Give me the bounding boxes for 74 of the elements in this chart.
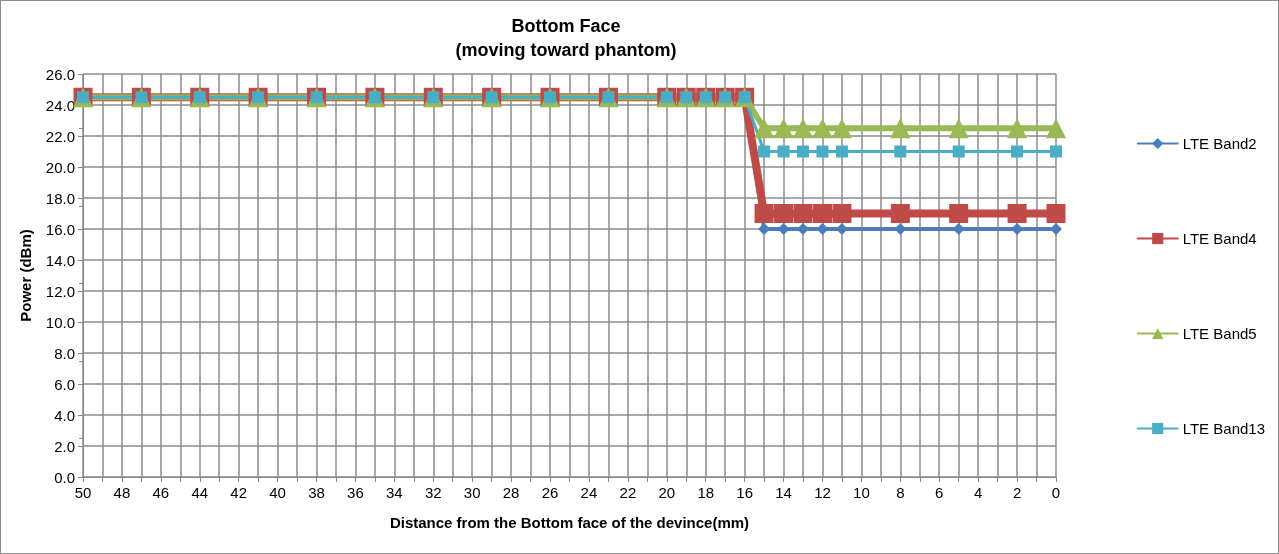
- y-tick-label: 6.0: [54, 375, 75, 393]
- x-tick-label: 30: [463, 484, 481, 501]
- point: [894, 145, 907, 158]
- y-tick-label: 14.0: [45, 251, 75, 269]
- x-tick-label: 32: [424, 484, 442, 501]
- y-tick-label: 18.0: [45, 189, 75, 207]
- x-tick-label: 38: [308, 484, 325, 501]
- point: [1007, 204, 1027, 223]
- point: [952, 145, 965, 158]
- x-tick-label: 0: [1051, 484, 1061, 501]
- point: [793, 118, 814, 139]
- x-tick-label: 36: [347, 484, 364, 501]
- x-tick-label: 6: [935, 484, 944, 501]
- point: [777, 145, 790, 158]
- point: [835, 145, 848, 158]
- legend-label: LTE Band5: [1182, 325, 1257, 342]
- x-tick-label: 44: [191, 484, 209, 501]
- legend-label: LTE Band13: [1182, 420, 1265, 437]
- x-tick-label: 50: [74, 484, 92, 501]
- x-tick-label: 16: [736, 484, 753, 501]
- x-tick-label: 48: [113, 484, 131, 501]
- point: [948, 118, 969, 139]
- x-tick-label: 42: [230, 484, 248, 501]
- y-tick-label: 22.0: [45, 127, 75, 145]
- y-tick-label: 24.0: [45, 96, 75, 114]
- point: [832, 204, 852, 223]
- point: [1046, 118, 1066, 139]
- point: [754, 118, 775, 139]
- x-axis-title: Distance from the Bottom face of the devince(mm): [389, 514, 750, 531]
- y-tick-label: 4.0: [54, 406, 75, 424]
- point: [797, 145, 810, 158]
- point: [758, 145, 771, 158]
- x-tick-label: 2: [1012, 484, 1022, 501]
- x-tick-label: 20: [658, 484, 676, 501]
- point: [1011, 145, 1024, 158]
- x-tick-label: 4: [973, 484, 983, 501]
- point: [1046, 204, 1066, 223]
- point: [1050, 145, 1062, 158]
- y-tick-label: 20.0: [45, 158, 75, 176]
- point: [1007, 118, 1028, 139]
- chart-title: Bottom Face (moving toward phantom): [455, 16, 677, 60]
- x-tick-label: 22: [619, 484, 637, 501]
- y-tick-label: 0.0: [54, 468, 75, 486]
- point: [812, 118, 833, 139]
- x-tick-label: 34: [386, 484, 403, 501]
- x-tick-label: 26: [541, 484, 559, 501]
- point: [890, 118, 911, 139]
- x-tick-label: 24: [580, 484, 598, 501]
- y-tick-label: 12.0: [45, 282, 75, 300]
- point: [816, 145, 829, 158]
- point: [754, 204, 774, 223]
- x-tick-label: 8: [896, 484, 905, 501]
- y-tick-label: 8.0: [54, 344, 75, 362]
- x-tick-label: 10: [853, 484, 870, 501]
- y-tick-label: 16.0: [45, 220, 75, 238]
- x-tick-label: 18: [697, 484, 715, 501]
- x-tick-label: 12: [814, 484, 831, 501]
- y-tick-label: 26.0: [45, 65, 75, 83]
- point: [812, 204, 832, 223]
- point: [774, 204, 794, 223]
- point: [890, 204, 910, 223]
- x-tick-label: 40: [269, 484, 286, 501]
- point: [773, 118, 794, 139]
- x-tick-label: 46: [152, 484, 170, 501]
- point: [793, 204, 813, 223]
- x-tick-label: 14: [775, 484, 792, 501]
- point: [949, 204, 969, 223]
- y-tick-label: 10.0: [45, 313, 75, 331]
- point: [831, 118, 852, 139]
- legend-label: LTE Band2: [1182, 135, 1257, 152]
- legend-label: LTE Band4: [1182, 230, 1257, 247]
- y-axis-title: Power (dBm): [17, 229, 34, 322]
- x-tick-label: 28: [502, 484, 520, 501]
- y-tick-label: 2.0: [54, 437, 75, 455]
